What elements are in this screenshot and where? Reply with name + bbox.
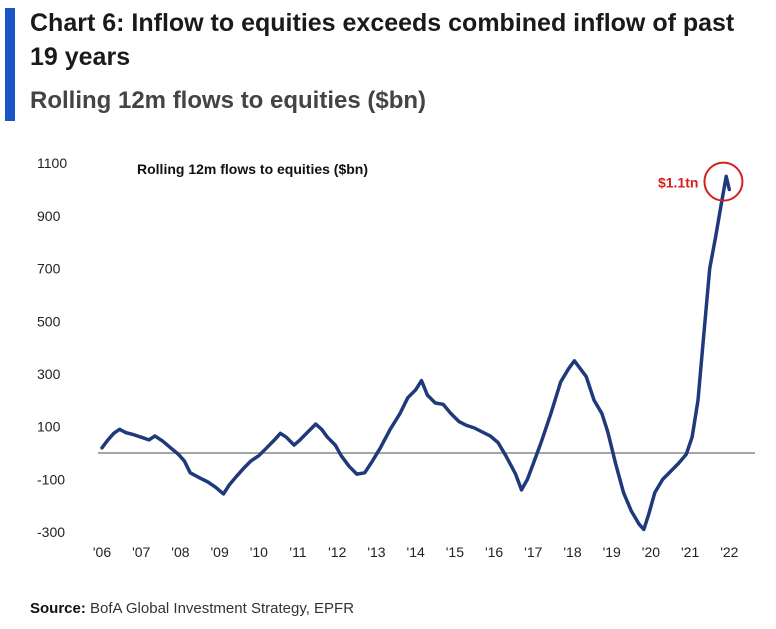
x-tick-label: '16 xyxy=(485,544,503,560)
x-tick-label: '22 xyxy=(720,544,738,560)
x-tick-label: '19 xyxy=(603,544,621,560)
annotation-circle xyxy=(703,161,744,202)
y-tick-label: 100 xyxy=(37,419,61,435)
chart-subtitle: Rolling 12m flows to equities ($bn) xyxy=(30,87,427,114)
x-axis: '06 '07 '08 '09 '10 '11 '12 '13 '14 '15 '16 '17 '18 '… xyxy=(93,544,739,560)
y-axis: 1100 900 700 500 300 100 -100 -300 xyxy=(37,155,67,540)
y-tick-label: -100 xyxy=(37,471,65,487)
x-tick-label: '09 xyxy=(210,544,228,560)
x-tick-label: '07 xyxy=(132,544,150,560)
y-tick-label: 300 xyxy=(37,366,61,382)
y-tick-label: -300 xyxy=(37,524,65,540)
x-tick-label: '17 xyxy=(524,544,542,560)
source-note: Source: BofA Global Investment Strategy,… xyxy=(30,600,354,617)
x-tick-label: '15 xyxy=(446,544,464,560)
inner-chart-title: Rolling 12m flows to equities ($bn) xyxy=(137,161,368,177)
source-label: Source: xyxy=(30,600,86,617)
series-line xyxy=(100,174,732,532)
y-tick-label: 1100 xyxy=(37,155,67,171)
x-tick-label: '10 xyxy=(250,544,268,560)
x-tick-label: '11 xyxy=(289,544,306,560)
chart-title: Chart 6: Inflow to equities exceeds comb… xyxy=(30,9,735,71)
y-tick-label: 700 xyxy=(37,261,61,277)
x-tick-label: '06 xyxy=(93,544,111,560)
x-tick-label: '18 xyxy=(563,544,581,560)
annotation-label: $1.1tn xyxy=(658,175,698,191)
source-text: BofA Global Investment Strategy, EPFR xyxy=(90,600,355,617)
y-tick-label: 500 xyxy=(37,313,61,329)
x-tick-label: '14 xyxy=(407,544,425,560)
x-tick-label: '13 xyxy=(367,544,385,560)
line-chart: 1100 900 700 500 300 100 -100 -300 '06 '07 '08 '09… xyxy=(37,155,755,560)
accent-bar xyxy=(5,8,15,121)
x-tick-label: '20 xyxy=(642,544,660,560)
y-tick-label: 900 xyxy=(37,208,61,224)
x-tick-label: '12 xyxy=(328,544,346,560)
x-tick-label: '21 xyxy=(681,544,699,560)
x-tick-label: '08 xyxy=(171,544,189,560)
